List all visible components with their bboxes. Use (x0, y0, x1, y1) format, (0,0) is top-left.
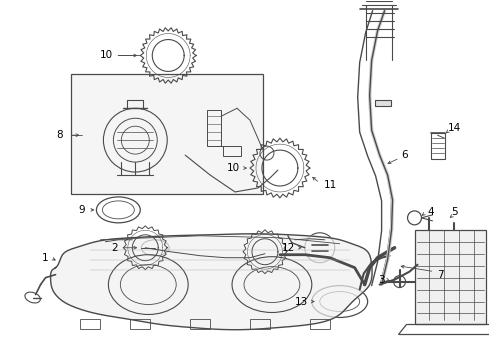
Bar (130, 319, 150, 329)
Bar (190, 319, 210, 329)
Bar (375, 100, 391, 106)
Text: 9: 9 (79, 205, 85, 215)
Bar (432, 133, 445, 159)
Text: 14: 14 (447, 123, 461, 133)
Bar (250, 319, 270, 329)
Text: 2: 2 (112, 243, 119, 253)
Text: 4: 4 (427, 207, 434, 217)
Bar (80, 319, 100, 329)
Bar (310, 319, 330, 329)
Text: 5: 5 (451, 207, 458, 217)
Bar (207, 110, 221, 146)
Text: 3: 3 (378, 275, 385, 285)
FancyBboxPatch shape (72, 75, 263, 194)
Text: 8: 8 (56, 130, 63, 140)
Text: 13: 13 (294, 297, 308, 306)
Text: 1: 1 (42, 253, 49, 263)
Polygon shape (50, 234, 372, 330)
Bar (415, 230, 486, 324)
Text: 12: 12 (282, 243, 295, 253)
Text: 10: 10 (227, 163, 240, 173)
Text: 7: 7 (438, 270, 444, 280)
Text: 11: 11 (324, 180, 337, 190)
Text: 6: 6 (401, 150, 408, 160)
Text: 10: 10 (100, 50, 113, 60)
Bar (223, 146, 241, 156)
